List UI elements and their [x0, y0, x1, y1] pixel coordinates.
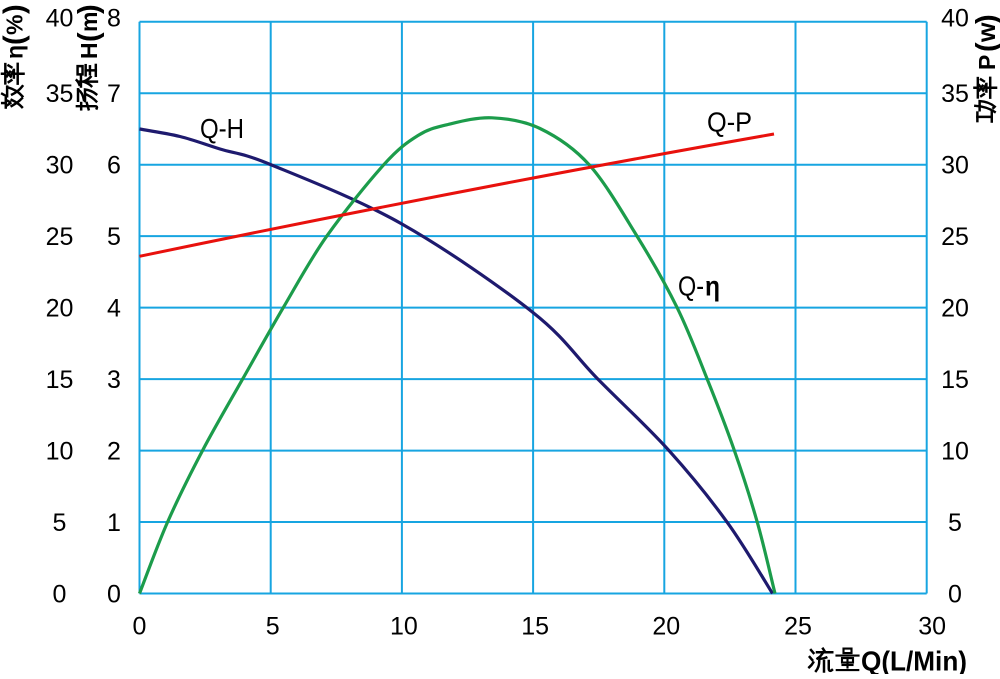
svg-text:4: 4: [107, 295, 121, 323]
svg-text:5: 5: [53, 509, 67, 537]
svg-text:15: 15: [46, 366, 74, 394]
svg-text:25: 25: [46, 223, 74, 251]
svg-text:10: 10: [46, 438, 74, 466]
svg-text:0: 0: [948, 581, 962, 609]
svg-text:%: %: [2, 15, 28, 35]
svg-text:Q(L/Min): Q(L/Min): [861, 646, 967, 675]
svg-text:40: 40: [941, 5, 969, 33]
svg-text:m: m: [76, 12, 102, 32]
svg-text:): ): [0, 4, 31, 14]
svg-text:15: 15: [941, 366, 969, 394]
svg-text:Q-: Q-: [678, 271, 704, 302]
svg-text:Q-P: Q-P: [707, 107, 752, 138]
svg-text:η: η: [2, 45, 28, 59]
svg-text:5: 5: [266, 613, 280, 641]
svg-text:10: 10: [941, 438, 969, 466]
svg-text:35: 35: [46, 80, 74, 108]
svg-text:7: 7: [107, 80, 121, 108]
svg-text:25: 25: [784, 613, 812, 641]
svg-text:8: 8: [107, 5, 121, 33]
svg-text:5: 5: [948, 509, 962, 537]
svg-text:Q-H: Q-H: [200, 113, 244, 144]
svg-text:15: 15: [521, 613, 549, 641]
svg-text:w: w: [973, 22, 1000, 43]
svg-text:6: 6: [107, 152, 121, 180]
svg-text:20: 20: [652, 613, 680, 641]
svg-text:40: 40: [46, 5, 74, 33]
svg-text:30: 30: [941, 152, 969, 180]
svg-text:(: (: [971, 42, 1000, 52]
svg-text:P: P: [974, 55, 1000, 70]
svg-text:H: H: [76, 42, 102, 59]
svg-text:20: 20: [941, 295, 969, 323]
svg-text:(: (: [0, 35, 31, 45]
svg-text:0: 0: [53, 581, 67, 609]
svg-text:): ): [971, 14, 1000, 24]
svg-text:0: 0: [133, 613, 147, 641]
svg-text:30: 30: [46, 152, 74, 180]
svg-text:(: (: [73, 32, 105, 42]
svg-text:25: 25: [941, 223, 969, 251]
svg-text:20: 20: [46, 295, 74, 323]
svg-text:1: 1: [107, 509, 121, 537]
svg-text:η: η: [705, 271, 720, 302]
svg-text:3: 3: [107, 366, 121, 394]
svg-text:2: 2: [107, 438, 121, 466]
svg-text:0: 0: [107, 581, 121, 609]
svg-text:35: 35: [941, 80, 969, 108]
svg-text:): ): [73, 4, 105, 14]
svg-text:30: 30: [918, 613, 946, 641]
svg-text:5: 5: [107, 223, 121, 251]
svg-text:10: 10: [390, 613, 418, 641]
